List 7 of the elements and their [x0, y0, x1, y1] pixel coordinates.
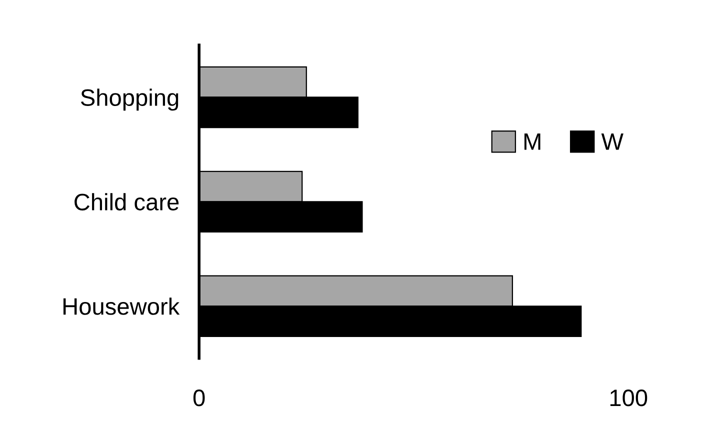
x-tick-label: 100	[610, 390, 648, 406]
y-tick-label: Child care	[74, 193, 179, 210]
legend-label: W	[601, 133, 624, 150]
legend-label: M	[524, 133, 540, 150]
x-tick-label: 0	[193, 390, 205, 406]
y-tick-label: Housework	[63, 298, 180, 315]
y-tick-label: Shopping	[80, 88, 178, 111]
